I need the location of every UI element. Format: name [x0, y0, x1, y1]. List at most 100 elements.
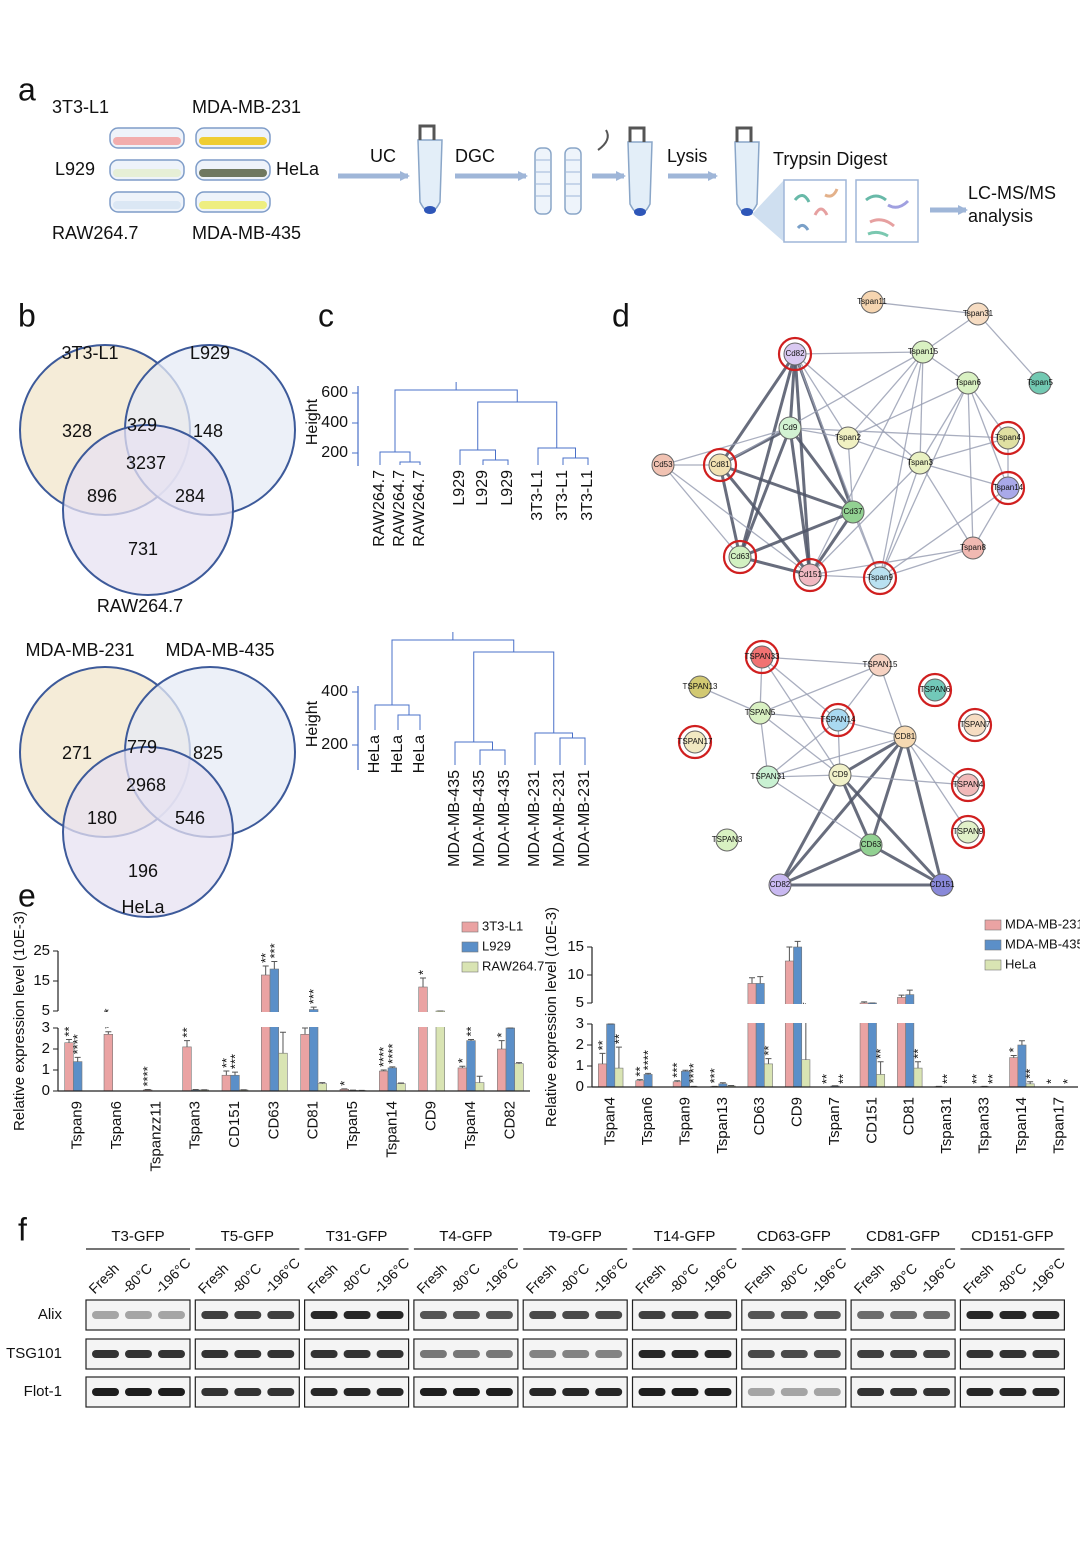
network-edge	[904, 736, 969, 786]
error-bar	[459, 1065, 466, 1068]
bar	[606, 1023, 616, 1088]
venn-set-label: 3T3-L1	[61, 343, 118, 363]
node-label: TSPAN31	[751, 772, 787, 781]
significance-label: **	[219, 1058, 234, 1068]
blot-group-label: T3-GFP	[111, 1228, 164, 1245]
node-label: Cd53	[653, 460, 673, 469]
y-tick-label: 10	[567, 966, 584, 983]
legend-label: 3T3-L1	[482, 918, 523, 933]
blot-band	[125, 1311, 152, 1319]
x-tick-label: CD9	[423, 1101, 440, 1131]
bar	[1017, 1044, 1027, 1088]
network-node	[828, 763, 852, 787]
significance-label: ****	[140, 1066, 155, 1086]
bar	[913, 1067, 923, 1088]
error-bar	[302, 1027, 309, 1035]
bar	[497, 1048, 507, 1092]
network-edge	[739, 510, 854, 559]
venn-count: 271	[62, 743, 92, 763]
legend-swatch	[461, 941, 479, 953]
step-label: Trypsin Digest	[773, 149, 887, 169]
network-edge	[904, 736, 969, 833]
significance-label: **	[611, 1034, 626, 1044]
venn-set-label: L929	[190, 343, 230, 363]
blot-band	[923, 1350, 951, 1358]
blot-band	[857, 1350, 885, 1358]
blot-band	[813, 1350, 841, 1358]
blot-band	[780, 1350, 808, 1358]
leaf-label: HeLa	[366, 735, 383, 773]
x-tick-label: Tspan4	[602, 1097, 619, 1145]
bar	[764, 1063, 773, 1088]
blot-row-label: Flot-1	[24, 1383, 62, 1400]
x-tick-label: CD81	[305, 1101, 322, 1139]
node-label: TSPAN15	[863, 660, 899, 669]
x-tick-label: Tspan17	[1050, 1097, 1067, 1154]
node-label: TSPAN5	[745, 708, 776, 717]
y-tick-label: 400	[321, 683, 348, 700]
network-edge	[761, 656, 841, 776]
blot-band	[671, 1350, 699, 1358]
error-bar	[66, 1039, 73, 1043]
axis-break	[593, 1004, 1079, 1023]
significance-label: **	[940, 1074, 955, 1084]
panel-label: c	[318, 297, 334, 333]
error-bar	[476, 1075, 483, 1083]
result-label: LC-MS/MS	[968, 183, 1056, 203]
network-edge	[879, 382, 969, 579]
node-label: CD81	[895, 732, 916, 741]
bar	[505, 1027, 515, 1092]
node-label: Cd81	[710, 460, 730, 469]
y-tick-label: 200	[321, 736, 348, 753]
blot-band	[201, 1311, 229, 1319]
significance-label: **	[969, 1074, 984, 1084]
highlight-ring	[990, 470, 1026, 506]
blot-band	[562, 1311, 590, 1319]
significance-label: ****	[385, 1044, 400, 1064]
bar	[643, 1074, 653, 1088]
node-label: TSPAN14	[821, 715, 857, 724]
cell-line-label: RAW264.7	[52, 223, 138, 243]
error-bar	[786, 946, 793, 961]
network-edge	[789, 427, 1009, 439]
venn-set-label: MDA-MB-231	[25, 640, 134, 660]
significance-label: **	[632, 1067, 647, 1077]
network-edge	[767, 776, 872, 846]
leaf-label: L929	[499, 470, 516, 506]
peptide-box	[855, 179, 919, 243]
blot-band	[890, 1388, 918, 1396]
venn-count: 284	[175, 486, 205, 506]
x-tick-label: Tspan7	[826, 1097, 843, 1145]
error-bar	[420, 977, 427, 987]
network-edge	[738, 427, 792, 558]
node-label: TSPAN33	[745, 652, 781, 661]
venn-count: 329	[127, 415, 157, 435]
leaf-label: MDA-MB-435	[496, 770, 513, 867]
protein-shape	[865, 194, 887, 202]
network-edge	[759, 712, 839, 721]
network-edge	[847, 437, 854, 513]
network-edge	[919, 382, 969, 464]
blot-group-label: T31-GFP	[326, 1228, 388, 1245]
blot-band	[310, 1311, 338, 1319]
network-edge	[839, 735, 906, 777]
highlight-ring	[917, 672, 953, 708]
significance-label: **	[761, 1046, 776, 1056]
leaf-label: RAW264.7	[371, 470, 388, 547]
error-bar	[184, 1040, 191, 1047]
panel-label: e	[18, 877, 36, 913]
protein-shape	[824, 188, 839, 198]
cell-line-label: MDA-MB-435	[192, 223, 301, 243]
x-tick-label: Tspanzz11	[147, 1101, 164, 1172]
blot-band	[890, 1311, 918, 1319]
error-bar	[498, 1040, 505, 1049]
significance-label: ***	[707, 1068, 722, 1083]
blot-band	[671, 1388, 699, 1396]
node-label: CD82	[770, 880, 791, 889]
network-node	[688, 675, 712, 699]
leaf-label: L929	[451, 470, 468, 506]
blot-band	[595, 1311, 623, 1319]
venn-circle	[62, 424, 234, 596]
error-bar	[468, 1039, 474, 1041]
legend-label: MDA-MB-231	[1005, 916, 1080, 931]
